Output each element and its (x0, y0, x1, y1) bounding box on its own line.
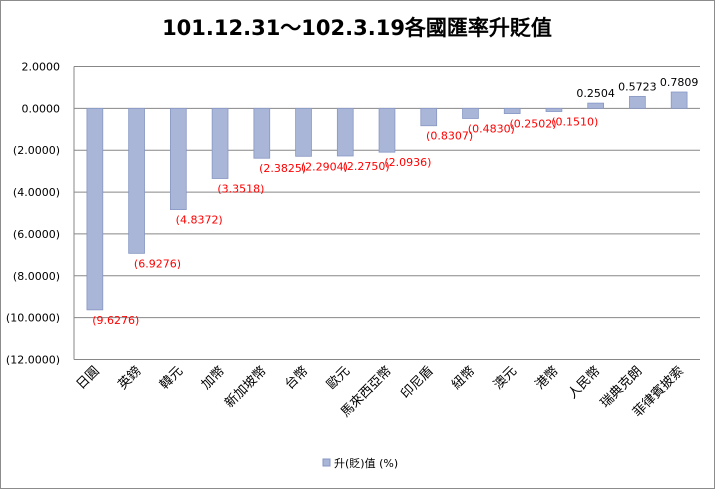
data-labels: (9.6276) (6.9276) (4.8372) (3.3518) (2.3825)… (92, 76, 698, 327)
bar (128, 107, 145, 254)
bar-series (86, 91, 688, 311)
bar (462, 107, 479, 119)
bar (336, 107, 354, 157)
bar (545, 107, 563, 112)
data-label: (9.6276) (92, 314, 139, 327)
data-label: (6.9276) (134, 257, 181, 270)
y-tick-label: (6.0000) (13, 228, 60, 241)
x-tick-label: 日圓 (74, 364, 103, 393)
data-label: (2.2904) (301, 160, 348, 173)
y-axis: 2.0000 0.0000 (2.0000) (4.0000) (6.0000) (8.0… (6, 61, 75, 367)
bar (420, 107, 438, 127)
y-tick-label: (12.0000) (6, 354, 60, 367)
y-tick-label: 2.0000 (22, 61, 61, 74)
chart-title: 101.12.31～102.3.19各國匯率升貶值 (162, 16, 552, 40)
bar (86, 107, 104, 311)
x-tick-label: 紐幣 (449, 364, 478, 393)
x-tick-label: 韓元 (157, 364, 186, 393)
x-tick-label: 港幣 (533, 364, 562, 393)
data-label: (0.1510) (551, 116, 598, 129)
y-tick-label: (4.0000) (13, 186, 60, 199)
data-label: 0.5723 (618, 80, 657, 93)
data-label: (2.2750) (343, 160, 390, 173)
x-tick-label: 人民幣 (565, 364, 603, 402)
data-label: (2.0936) (384, 156, 431, 169)
data-label: 0.2504 (576, 87, 615, 100)
x-tick-label: 印尼盾 (398, 364, 436, 402)
bar (670, 91, 688, 109)
bar (503, 107, 521, 114)
data-label: 0.7809 (660, 76, 699, 89)
x-tick-label: 澳元 (490, 363, 520, 393)
bar (211, 107, 229, 179)
bar (295, 107, 312, 157)
x-tick-label: 新加坡幣 (222, 363, 270, 411)
legend: 升(貶)值 (%) (322, 457, 398, 470)
x-tick-label: 英鎊 (115, 363, 145, 393)
data-label: (3.3518) (217, 183, 264, 196)
data-label: (2.3825) (259, 162, 306, 175)
bar (378, 107, 396, 153)
data-label: (4.8372) (176, 214, 223, 227)
data-label: (0.4830) (468, 122, 515, 135)
y-tick-label: 0.0000 (22, 102, 61, 115)
data-label: (0.2502) (510, 118, 557, 131)
y-tick-label: (2.0000) (13, 144, 60, 157)
y-tick-label: (10.0000) (6, 312, 60, 325)
bar (587, 102, 604, 109)
legend-label: 升(貶)值 (%) (334, 457, 398, 470)
bar (170, 107, 187, 210)
x-tick-label: 歐元 (324, 364, 353, 393)
x-tick-label: 台幣 (282, 364, 311, 393)
bar (253, 107, 271, 159)
data-label: (0.8307) (426, 130, 473, 143)
x-tick-label: 加幣 (199, 364, 228, 393)
bar (629, 95, 646, 109)
y-tick-label: (8.0000) (13, 270, 60, 283)
legend-swatch (322, 458, 331, 467)
